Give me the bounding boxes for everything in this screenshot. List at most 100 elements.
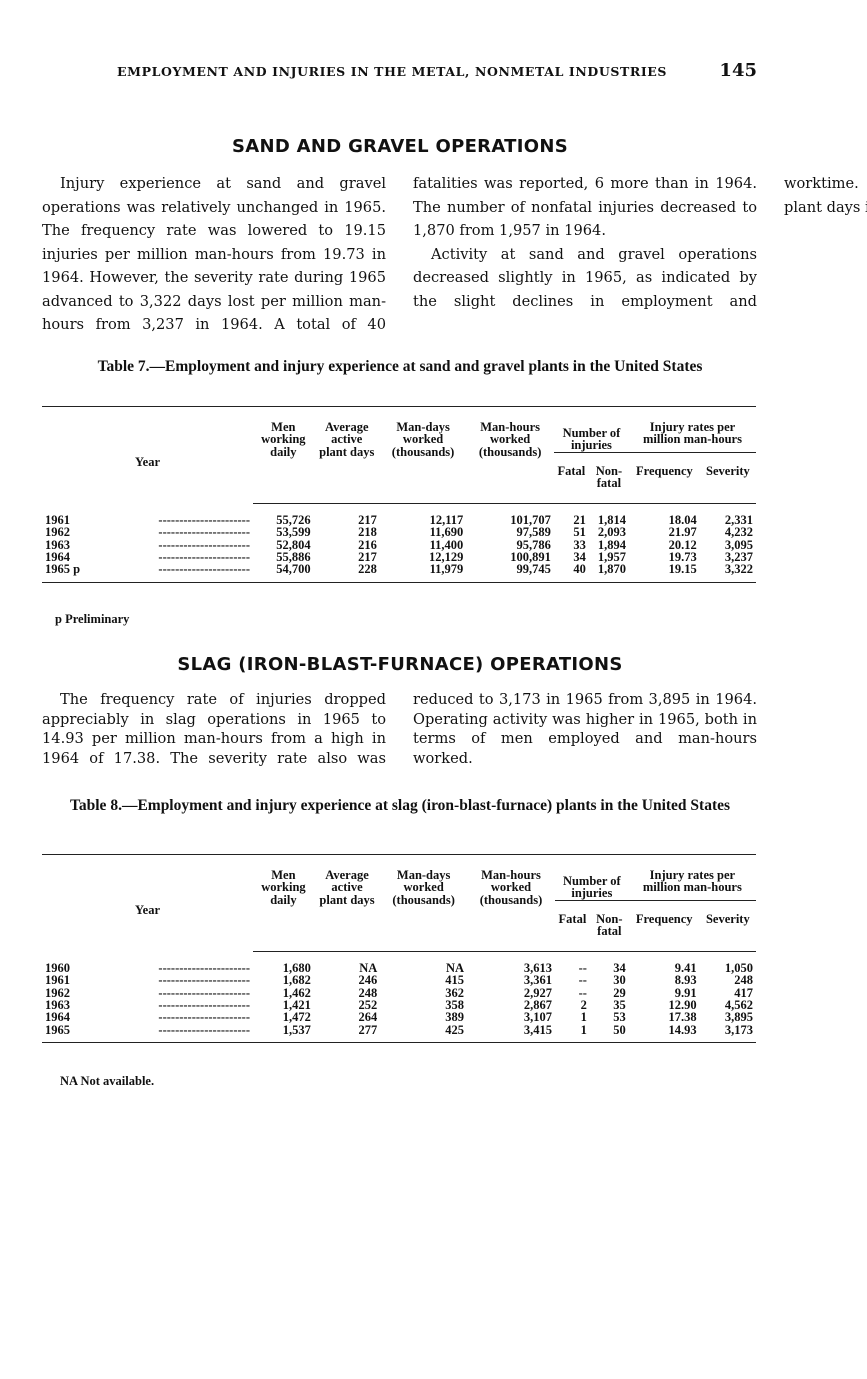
cell-year: 1965 p ---------------------- [45,562,250,577]
table-row: 1965 ---------------------- 1,537 277 425 3,… [42,1022,756,1043]
table-cell: 3,322 [724,562,753,577]
cell-year: 1964 ---------------------- [45,1010,250,1025]
section-heading-sand-gravel: SAND AND GRAVEL OPERATIONS [232,136,568,157]
paragraph: Injury experience at sand and gravel ope… [42,175,757,333]
table-cell: 9.91 [674,985,697,1000]
table-cell: 2,331 [724,512,753,527]
table-cell: 11,979 [429,562,464,577]
table-cell: 100,891 [510,550,551,565]
table-row: 1961 ---------------------- 1,682 246 415 3,… [42,973,756,988]
table8: Year Men working daily Average active plan… [42,854,756,1044]
table-cell: 30 [613,973,626,988]
table7-footnote: p Preliminary [55,612,130,626]
col-sev: Severity [699,900,756,952]
table-cell: NA [359,960,378,975]
table-cell: 362 [445,985,465,1000]
table-cell: 35 [613,998,626,1013]
table-cell: 425 [445,1022,465,1037]
col-mandays: Man-days worked (thousands) [379,406,467,504]
col-rates: Injury rates per million man-hours [628,854,756,901]
table-cell: 415 [445,973,465,988]
col-nonfatal: Non-fatal [588,452,629,504]
col-mandays: Man-days worked (thousands) [380,854,468,952]
table-cell: 264 [358,1010,378,1025]
table-cell: 14.93 [668,1022,697,1037]
paragraph: Activity at sand and gravel operations d… [413,175,867,310]
table7: Year Men working daily Average active plan… [42,406,756,583]
table-cell: 3,361 [523,973,552,988]
col-freq: Frequency [628,452,700,504]
table-cell: NA [445,960,465,975]
col-injuries: Number of injuries [554,854,629,901]
table8-title: Table 8.—Employment and injury experienc… [69,797,731,814]
col-sev: Severity [699,452,756,504]
table-cell: 1,680 [282,960,311,975]
table-cell: 12,129 [428,550,464,565]
table-cell: 277 [358,1022,378,1037]
table-cell: 1,537 [282,1022,311,1037]
table-cell: -- [578,973,587,988]
table-cell: 1,462 [282,985,311,1000]
table-cell: 95,786 [516,537,551,552]
table-cell: 53,599 [276,525,311,540]
table-cell: 101,707 [510,512,551,527]
col-avg: Average active plant days [313,854,381,952]
table-cell: 55,726 [276,512,311,527]
table-cell: 248 [734,973,753,988]
table-cell: 417 [734,985,753,1000]
table-cell: 11,690 [429,525,464,540]
table-row: 1964 ---------------------- 55,886 217 12,1… [42,550,756,565]
table-cell: 1,682 [282,973,311,988]
table-cell: 21 [573,512,586,527]
cell-year: 1963 ---------------------- [45,537,250,552]
col-avg: Average active plant days [313,406,380,504]
table-cell: 1,814 [597,512,626,527]
table-cell: 358 [445,998,465,1013]
col-year: Year [135,902,160,917]
col-fatal: Fatal [554,900,590,952]
col-manhours: Man-hours worked (thousands) [466,406,554,504]
table-cell: 228 [358,562,377,577]
col-fatal: Fatal [553,452,589,504]
table-cell: 50 [613,1022,626,1037]
table-cell: 1,421 [282,998,311,1013]
table-row: 1960 ---------------------- 1,680 NA NA 3,61… [42,951,756,974]
table-cell: 3,095 [724,537,753,552]
col-nonfatal: Non-fatal [589,900,629,952]
col-men: Men working daily [253,854,314,952]
table-cell: 20.12 [668,537,697,552]
cell-year: 1965 ---------------------- [45,1022,250,1037]
table-cell: 1,957 [597,550,626,565]
table-cell: 1,050 [724,960,753,975]
cell-year: 1960 ---------------------- [45,960,250,975]
cell-year: 1964 ---------------------- [45,550,250,565]
table8-footnote: NA Not available. [60,1074,155,1088]
table-row: 1962 ---------------------- 1,462 248 362 2,… [42,985,756,1000]
cell-year: 1961 ---------------------- [45,512,250,527]
table-cell: 1,894 [597,537,626,552]
table-cell: 3,237 [724,550,753,565]
table-cell: 246 [358,973,378,988]
table-cell: 3,107 [523,1010,552,1025]
table-cell: 97,589 [516,525,551,540]
table-cell: 8.93 [674,973,697,988]
table-cell: 217 [358,550,377,565]
table-row: 1961 ---------------------- 55,726 217 12,1… [42,503,756,526]
table-cell: 54,700 [276,562,311,577]
page-number: 145 [719,60,757,81]
table-cell: 2,093 [597,525,626,540]
section-heading-slag: SLAG (IRON-BLAST-FURNACE) OPERATIONS [177,654,623,675]
table-row: 1963 ---------------------- 52,804 216 11,4… [42,537,756,552]
table-cell: 40 [573,562,586,577]
table-cell: 3,415 [523,1022,552,1037]
table-cell: 18.04 [668,512,697,527]
table-cell: 21.97 [668,525,697,540]
table-cell: 4,232 [724,525,753,540]
table-cell: 3,895 [724,1010,753,1025]
slag-text: The frequency rate of injuries dropped a… [42,690,757,770]
col-freq: Frequency [628,900,700,952]
table-cell: 99,745 [516,562,551,577]
table-cell: 53 [613,1010,626,1025]
table-row: 1963 ---------------------- 1,421 252 358 2,… [42,998,756,1013]
